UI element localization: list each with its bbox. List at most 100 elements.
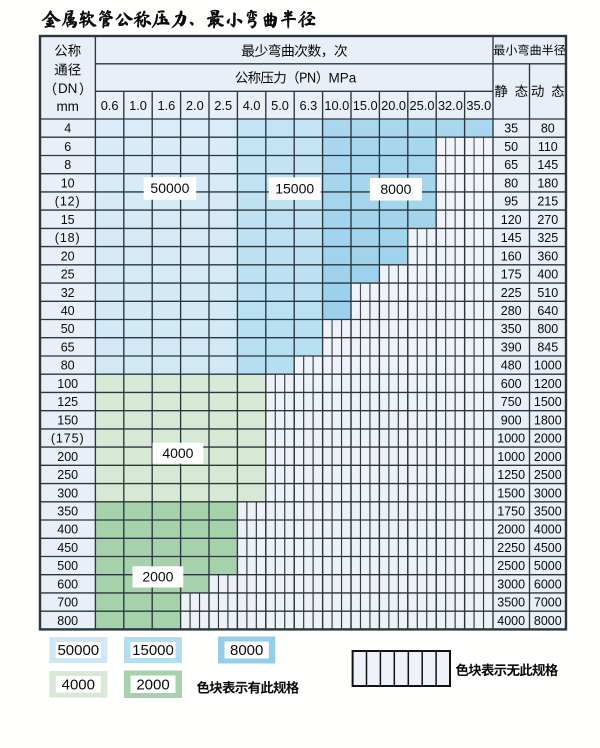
svg-text:1000: 1000 bbox=[497, 450, 525, 464]
svg-text:400: 400 bbox=[57, 523, 78, 537]
svg-text:640: 640 bbox=[537, 304, 558, 318]
svg-text:mm: mm bbox=[56, 99, 79, 114]
svg-text:1200: 1200 bbox=[534, 377, 562, 391]
svg-text:2250: 2250 bbox=[497, 541, 525, 555]
svg-text:15: 15 bbox=[61, 213, 75, 227]
svg-text:175: 175 bbox=[501, 268, 522, 282]
svg-text:390: 390 bbox=[501, 341, 522, 355]
svg-text:5.0: 5.0 bbox=[271, 98, 289, 113]
svg-text:4500: 4500 bbox=[534, 541, 562, 555]
svg-text:1000: 1000 bbox=[497, 432, 525, 446]
svg-text:1500: 1500 bbox=[497, 486, 525, 500]
svg-text:200: 200 bbox=[57, 450, 78, 464]
svg-text:2000: 2000 bbox=[497, 523, 525, 537]
svg-text:50: 50 bbox=[61, 322, 75, 336]
svg-text:15.0: 15.0 bbox=[353, 98, 378, 113]
svg-text:25.0: 25.0 bbox=[410, 98, 435, 113]
svg-text:300: 300 bbox=[57, 486, 78, 500]
svg-text:35: 35 bbox=[504, 122, 518, 136]
svg-text:600: 600 bbox=[501, 377, 522, 391]
svg-text:15000: 15000 bbox=[275, 180, 314, 196]
svg-text:800: 800 bbox=[537, 322, 558, 336]
svg-text:400: 400 bbox=[537, 268, 558, 282]
svg-text:8: 8 bbox=[64, 158, 71, 172]
svg-text:280: 280 bbox=[501, 304, 522, 318]
svg-text:360: 360 bbox=[537, 249, 558, 263]
svg-text:(175): (175) bbox=[51, 432, 85, 446]
svg-text:6: 6 bbox=[64, 140, 71, 154]
svg-text:2000: 2000 bbox=[534, 450, 562, 464]
svg-text:1800: 1800 bbox=[534, 413, 562, 427]
svg-text:25: 25 bbox=[61, 268, 75, 282]
svg-text:32.0: 32.0 bbox=[438, 98, 463, 113]
svg-text:800: 800 bbox=[57, 614, 78, 628]
svg-text:1.6: 1.6 bbox=[158, 98, 176, 113]
svg-text:DN: DN bbox=[58, 81, 78, 96]
svg-text:3000: 3000 bbox=[534, 486, 562, 500]
svg-text:(18): (18) bbox=[55, 231, 81, 245]
svg-text:6000: 6000 bbox=[534, 577, 562, 591]
svg-text:4.0: 4.0 bbox=[243, 98, 261, 113]
svg-text:110: 110 bbox=[538, 140, 558, 154]
svg-text:250: 250 bbox=[57, 468, 78, 482]
svg-text:20.0: 20.0 bbox=[381, 98, 406, 113]
svg-text:480: 480 bbox=[501, 359, 522, 373]
svg-text:15000: 15000 bbox=[132, 642, 174, 659]
svg-text:450: 450 bbox=[57, 541, 78, 555]
svg-text:65: 65 bbox=[61, 341, 75, 355]
svg-text:750: 750 bbox=[501, 395, 522, 409]
svg-text:2000: 2000 bbox=[142, 569, 173, 585]
svg-text:215: 215 bbox=[537, 195, 558, 209]
svg-text:8000: 8000 bbox=[534, 614, 562, 628]
svg-text:8000: 8000 bbox=[380, 181, 411, 197]
svg-text:2500: 2500 bbox=[497, 559, 525, 573]
svg-text:(12): (12) bbox=[55, 195, 81, 209]
svg-text:80: 80 bbox=[541, 122, 555, 136]
svg-text:3500: 3500 bbox=[534, 505, 562, 519]
svg-text:350: 350 bbox=[501, 322, 522, 336]
svg-text:1250: 1250 bbox=[497, 468, 525, 482]
svg-text:125: 125 bbox=[57, 395, 78, 409]
svg-text:1750: 1750 bbox=[497, 505, 525, 519]
svg-text:700: 700 bbox=[57, 596, 78, 610]
svg-text:100: 100 bbox=[57, 377, 78, 391]
svg-text:50: 50 bbox=[504, 140, 518, 154]
svg-text:95: 95 bbox=[504, 195, 518, 209]
svg-text:160: 160 bbox=[501, 249, 522, 263]
svg-text:1000: 1000 bbox=[534, 359, 562, 373]
svg-text:4000: 4000 bbox=[62, 677, 95, 694]
svg-text:270: 270 bbox=[537, 213, 558, 227]
svg-text:4: 4 bbox=[64, 122, 71, 136]
svg-text:2.5: 2.5 bbox=[214, 98, 232, 113]
svg-text:150: 150 bbox=[57, 413, 78, 427]
svg-text:5000: 5000 bbox=[534, 559, 562, 573]
svg-text:1500: 1500 bbox=[534, 395, 562, 409]
svg-text:3500: 3500 bbox=[497, 596, 525, 610]
svg-text:35.0: 35.0 bbox=[466, 98, 491, 113]
svg-text:2000: 2000 bbox=[534, 432, 562, 446]
svg-text:2.0: 2.0 bbox=[186, 98, 204, 113]
svg-text:510: 510 bbox=[537, 286, 558, 300]
svg-text:120: 120 bbox=[501, 213, 522, 227]
svg-text:180: 180 bbox=[537, 176, 558, 190]
svg-text:40: 40 bbox=[61, 304, 75, 318]
svg-text:2500: 2500 bbox=[534, 468, 562, 482]
svg-text:6.3: 6.3 bbox=[300, 98, 318, 113]
svg-text:32: 32 bbox=[61, 286, 75, 300]
svg-text:50000: 50000 bbox=[57, 642, 99, 659]
svg-text:1.0: 1.0 bbox=[129, 98, 147, 113]
svg-text:600: 600 bbox=[57, 577, 78, 591]
svg-text:3000: 3000 bbox=[497, 577, 525, 591]
svg-text:4000: 4000 bbox=[534, 523, 562, 537]
svg-text:900: 900 bbox=[501, 413, 522, 427]
svg-text:7000: 7000 bbox=[534, 596, 562, 610]
svg-text:500: 500 bbox=[57, 559, 78, 573]
svg-text:10.0: 10.0 bbox=[324, 98, 349, 113]
svg-text:225: 225 bbox=[501, 286, 522, 300]
svg-text:350: 350 bbox=[57, 505, 78, 519]
svg-text:MPa: MPa bbox=[329, 71, 357, 86]
svg-text:4000: 4000 bbox=[162, 445, 193, 461]
svg-text:2000: 2000 bbox=[136, 677, 169, 694]
svg-text:325: 325 bbox=[537, 231, 558, 245]
svg-text:10: 10 bbox=[61, 176, 75, 190]
